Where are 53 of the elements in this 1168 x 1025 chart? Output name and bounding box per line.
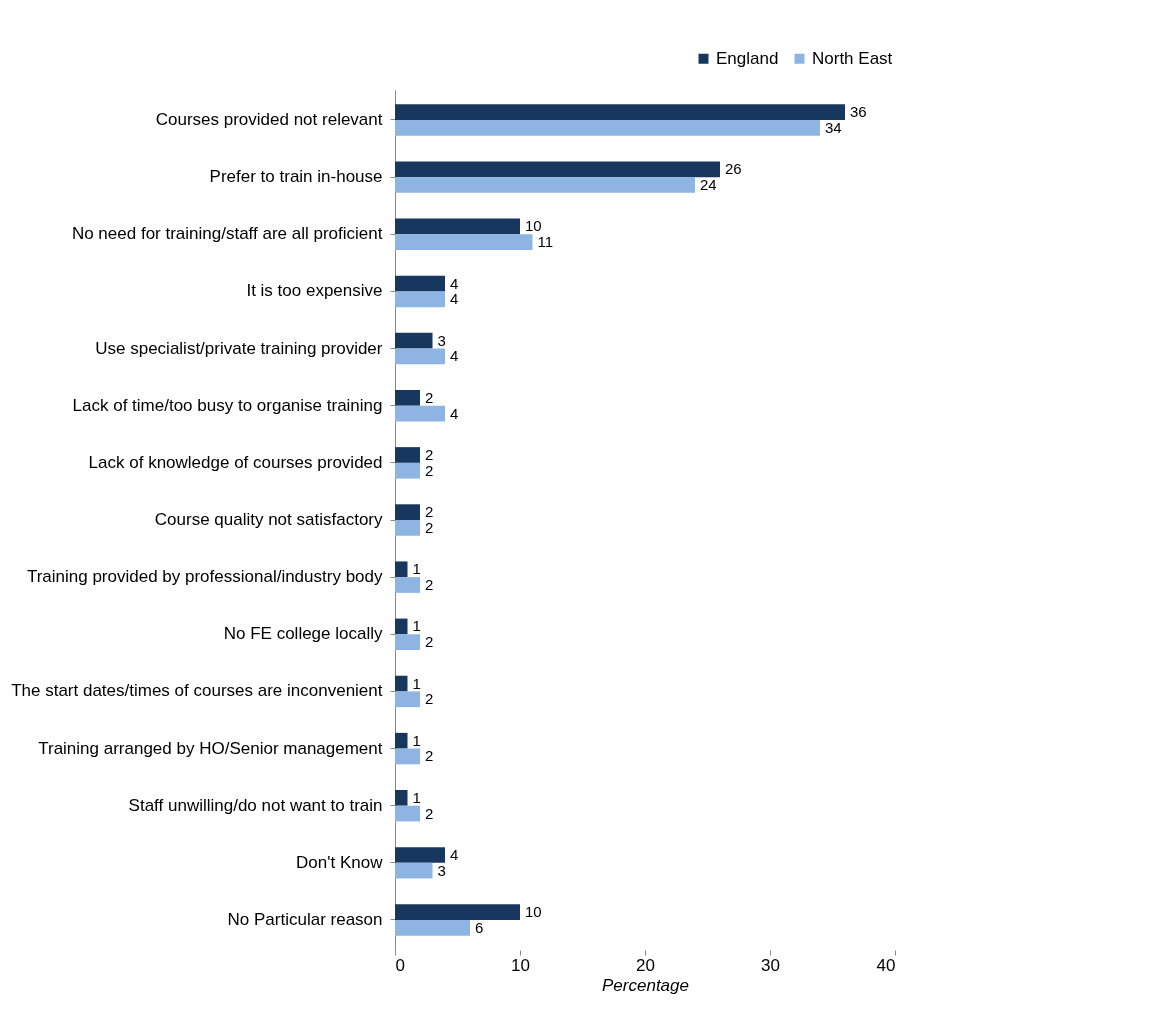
data-label: 2 xyxy=(425,503,434,521)
data-label: 2 xyxy=(425,633,434,651)
y-tick-label: Lack of time/too busy to organise training xyxy=(72,395,383,415)
data-label: 2 xyxy=(425,461,434,479)
data-label: 2 xyxy=(425,388,434,406)
data-label: 6 xyxy=(475,918,484,936)
x-tick-label: 10 xyxy=(511,955,530,975)
y-tick-label: No FE college locally xyxy=(223,624,383,644)
data-label: 10 xyxy=(525,217,542,235)
data-label: 2 xyxy=(425,518,434,536)
data-label: 2 xyxy=(425,690,434,708)
y-tick-label: No Particular reason xyxy=(227,910,383,929)
data-label: 3 xyxy=(437,331,446,349)
data-label: 3 xyxy=(437,861,446,879)
x-tick-label: 20 xyxy=(636,955,655,975)
x-tick-label: 0 xyxy=(395,955,405,975)
y-tick-label: Course quality not satisfactory xyxy=(154,510,383,529)
y-tick-label: No need for training/staff are all proficient xyxy=(71,224,383,244)
data-label: 24 xyxy=(700,176,717,193)
data-label: 2 xyxy=(425,804,434,822)
data-label: 1 xyxy=(412,788,421,806)
data-label: 2 xyxy=(425,446,434,463)
y-tick-label: Staff unwilling/do not want to train xyxy=(128,795,383,815)
y-tick-label: Prefer to train in-house xyxy=(209,167,383,187)
y-tick-label: Training provided by professional/industry body xyxy=(26,567,383,587)
data-label: 4 xyxy=(450,846,459,863)
data-label: 4 xyxy=(450,274,459,292)
data-label: 4 xyxy=(450,290,459,308)
data-label: 26 xyxy=(725,160,742,178)
x-tick-label: 30 xyxy=(761,955,780,975)
data-label: 2 xyxy=(425,576,434,593)
x-tick-label: 40 xyxy=(876,955,896,975)
y-tick-label: Training arranged by HO/Senior management xyxy=(38,738,383,758)
data-label: 1 xyxy=(412,560,421,578)
legend-label: North East xyxy=(812,48,893,68)
y-tick-label: The start dates/times of courses are inconvenient xyxy=(11,681,383,701)
y-tick-label: Lack of knowledge of courses provided xyxy=(88,452,383,472)
data-label: 4 xyxy=(450,347,459,365)
data-label: 1 xyxy=(412,674,421,692)
data-label: 2 xyxy=(425,747,434,765)
data-label: 11 xyxy=(537,233,554,251)
data-label: 4 xyxy=(450,404,459,422)
data-label: 34 xyxy=(825,118,842,136)
data-label: 36 xyxy=(850,103,867,121)
x-axis-title: Percentage xyxy=(602,975,689,995)
data-label: 1 xyxy=(412,731,421,749)
y-tick-label: Don't Know xyxy=(296,852,384,872)
y-tick-label: Use specialist/private training provider xyxy=(95,338,383,358)
legend-label: England xyxy=(716,48,779,68)
data-label: 1 xyxy=(412,617,421,635)
y-tick-label: It is too expensive xyxy=(246,281,383,301)
data-label: 10 xyxy=(525,903,542,921)
y-tick-label: Courses provided not relevant xyxy=(155,110,383,129)
